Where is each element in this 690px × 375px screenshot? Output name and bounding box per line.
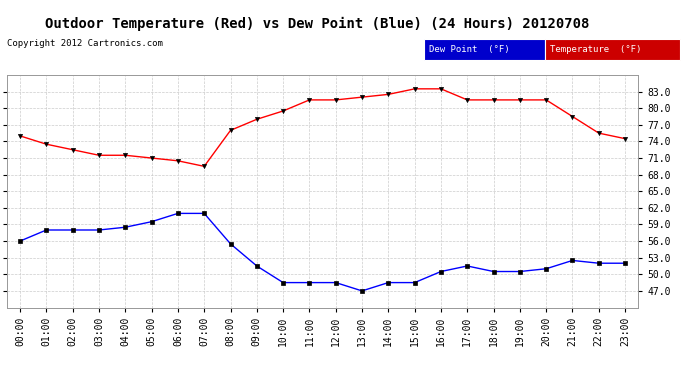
Text: Outdoor Temperature (Red) vs Dew Point (Blue) (24 Hours) 20120708: Outdoor Temperature (Red) vs Dew Point (…	[46, 17, 589, 31]
Text: Copyright 2012 Cartronics.com: Copyright 2012 Cartronics.com	[7, 39, 163, 48]
Text: Dew Point  (°F): Dew Point (°F)	[429, 45, 510, 54]
Text: Temperature  (°F): Temperature (°F)	[550, 45, 641, 54]
